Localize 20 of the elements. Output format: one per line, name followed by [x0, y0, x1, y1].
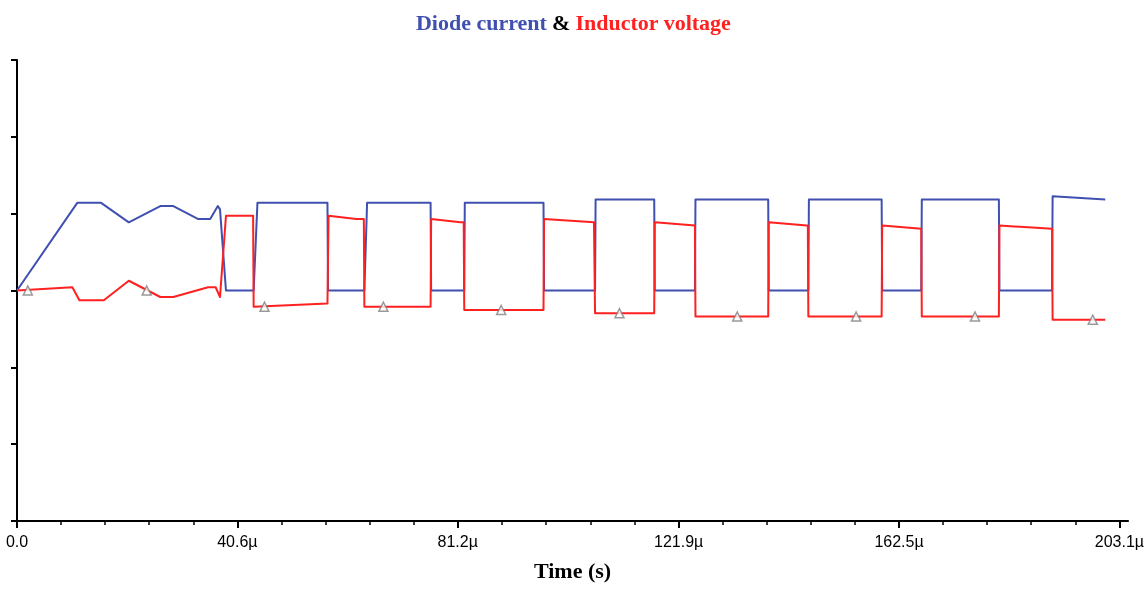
point	[1087, 314, 1099, 325]
point	[969, 311, 981, 322]
text: Inductor voltage	[575, 9, 732, 35]
point	[732, 311, 743, 322]
x-tick-label: 121.9µ	[654, 532, 704, 550]
point	[259, 301, 270, 312]
text: Diode current	[415, 9, 548, 35]
x-axis-title: Time (s)	[533, 557, 612, 583]
x-tick-label: 203.1µ	[1094, 532, 1144, 550]
point	[850, 311, 862, 322]
x-tick-label: 0.0	[5, 532, 29, 550]
point	[141, 285, 152, 296]
point	[22, 285, 34, 296]
point	[378, 301, 389, 312]
x-tick-label: 81.2µ	[437, 532, 478, 550]
point	[495, 304, 507, 316]
chart-title: &	[551, 9, 571, 35]
point	[614, 307, 625, 319]
x-tick-label: 40.6µ	[217, 532, 258, 550]
x-tick-label: 162.5µ	[874, 532, 924, 550]
